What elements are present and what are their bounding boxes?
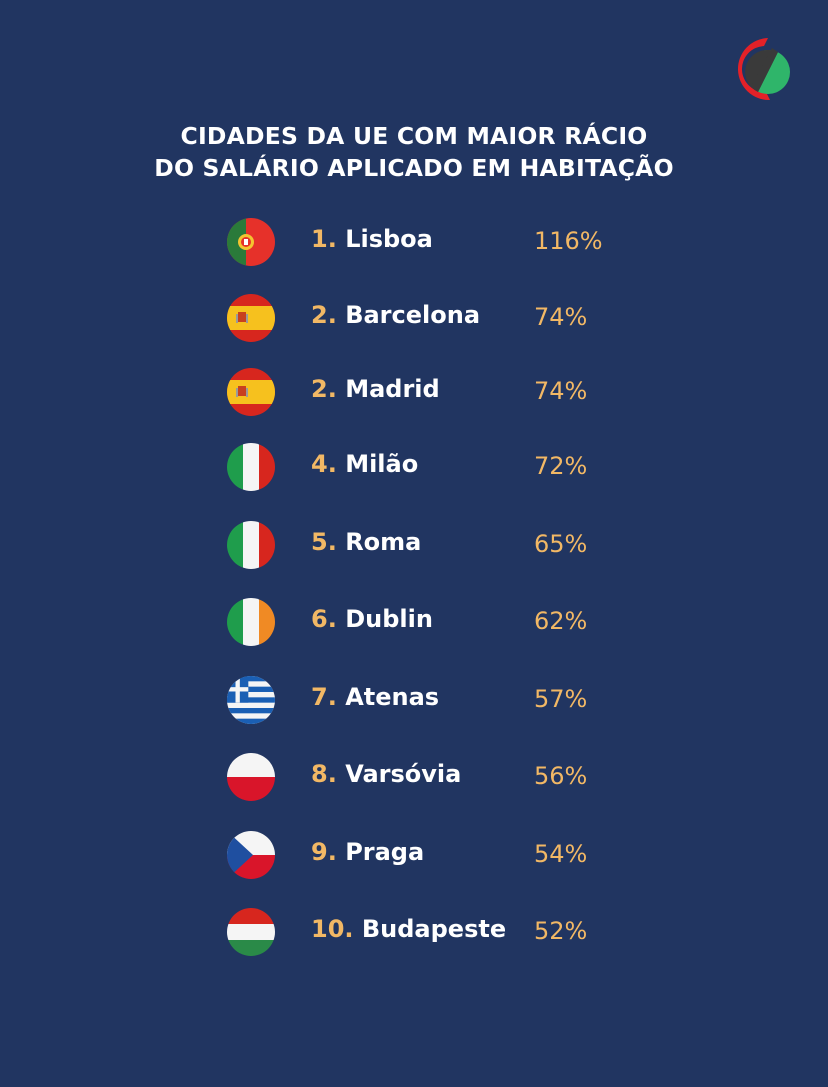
ireland-flag-icon <box>227 598 275 646</box>
city-name: Madrid <box>345 375 440 403</box>
percentage-value: 72% <box>534 452 588 480</box>
percentage-value: 52% <box>534 917 588 945</box>
ranking-row: 4. Milão 72% <box>0 441 828 497</box>
ranking-row: 6. Dublin 62% <box>0 596 828 652</box>
city-name: Barcelona <box>345 301 481 329</box>
rank-label: 10. Budapeste <box>311 914 506 944</box>
percentage-value: 56% <box>534 762 588 790</box>
rank-label: 1. Lisboa <box>311 224 433 254</box>
hungary-flag-icon <box>227 908 275 956</box>
poland-flag-icon <box>227 753 275 801</box>
rank-label: 9. Praga <box>311 837 424 867</box>
rank-number: 6. <box>311 605 337 633</box>
rank-number: 1. <box>311 225 337 253</box>
percentage-value: 116% <box>534 227 603 255</box>
ranking-row: 2. Madrid 74% <box>0 366 828 422</box>
greece-flag-icon <box>227 676 275 724</box>
city-name: Roma <box>345 528 422 556</box>
rank-label: 7. Atenas <box>311 682 439 712</box>
rank-label: 4. Milão <box>311 449 418 479</box>
rank-number: 7. <box>311 683 337 711</box>
portugal-flag-icon <box>227 218 275 266</box>
ranking-row: 2. Barcelona 74% <box>0 292 828 348</box>
city-name: Varsóvia <box>345 760 462 788</box>
city-name: Atenas <box>345 683 440 711</box>
city-name: Dublin <box>345 605 433 633</box>
rank-number: 4. <box>311 450 337 478</box>
percentage-value: 74% <box>534 303 588 331</box>
rank-number: 2. <box>311 301 337 329</box>
ranking-row: 5. Roma 65% <box>0 519 828 575</box>
page-title: CIDADES DA UE COM MAIOR RÁCIO DO SALÁRIO… <box>0 120 828 184</box>
spain-flag-icon <box>227 368 275 416</box>
rank-label: 2. Madrid <box>311 374 440 404</box>
title-line-1: CIDADES DA UE COM MAIOR RÁCIO <box>180 122 648 150</box>
rank-number: 2. <box>311 375 337 403</box>
city-name: Milão <box>345 450 419 478</box>
ranking-row: 9. Praga 54% <box>0 829 828 885</box>
city-name: Lisboa <box>345 225 433 253</box>
rank-label: 8. Varsóvia <box>311 759 461 789</box>
brand-logo-icon <box>728 34 794 104</box>
title-line-2: DO SALÁRIO APLICADO EM HABITAÇÃO <box>154 154 674 182</box>
rank-number: 10. <box>311 915 354 943</box>
spain-flag-icon <box>227 294 275 342</box>
ranking-row: 10. Budapeste 52% <box>0 906 828 962</box>
ranking-row: 7. Atenas 57% <box>0 674 828 730</box>
city-name: Praga <box>345 838 425 866</box>
percentage-value: 74% <box>534 377 588 405</box>
rank-label: 2. Barcelona <box>311 300 480 330</box>
italy-flag-icon <box>227 521 275 569</box>
rank-number: 9. <box>311 838 337 866</box>
rank-number: 5. <box>311 528 337 556</box>
czech-flag-icon <box>227 831 275 879</box>
percentage-value: 54% <box>534 840 588 868</box>
rank-label: 5. Roma <box>311 527 421 557</box>
city-name: Budapeste <box>361 915 507 943</box>
rank-number: 8. <box>311 760 337 788</box>
percentage-value: 57% <box>534 685 588 713</box>
ranking-row: 1. Lisboa 116% <box>0 216 828 272</box>
italy-flag-icon <box>227 443 275 491</box>
percentage-value: 65% <box>534 530 588 558</box>
percentage-value: 62% <box>534 607 588 635</box>
ranking-row: 8. Varsóvia 56% <box>0 751 828 807</box>
rank-label: 6. Dublin <box>311 604 433 634</box>
